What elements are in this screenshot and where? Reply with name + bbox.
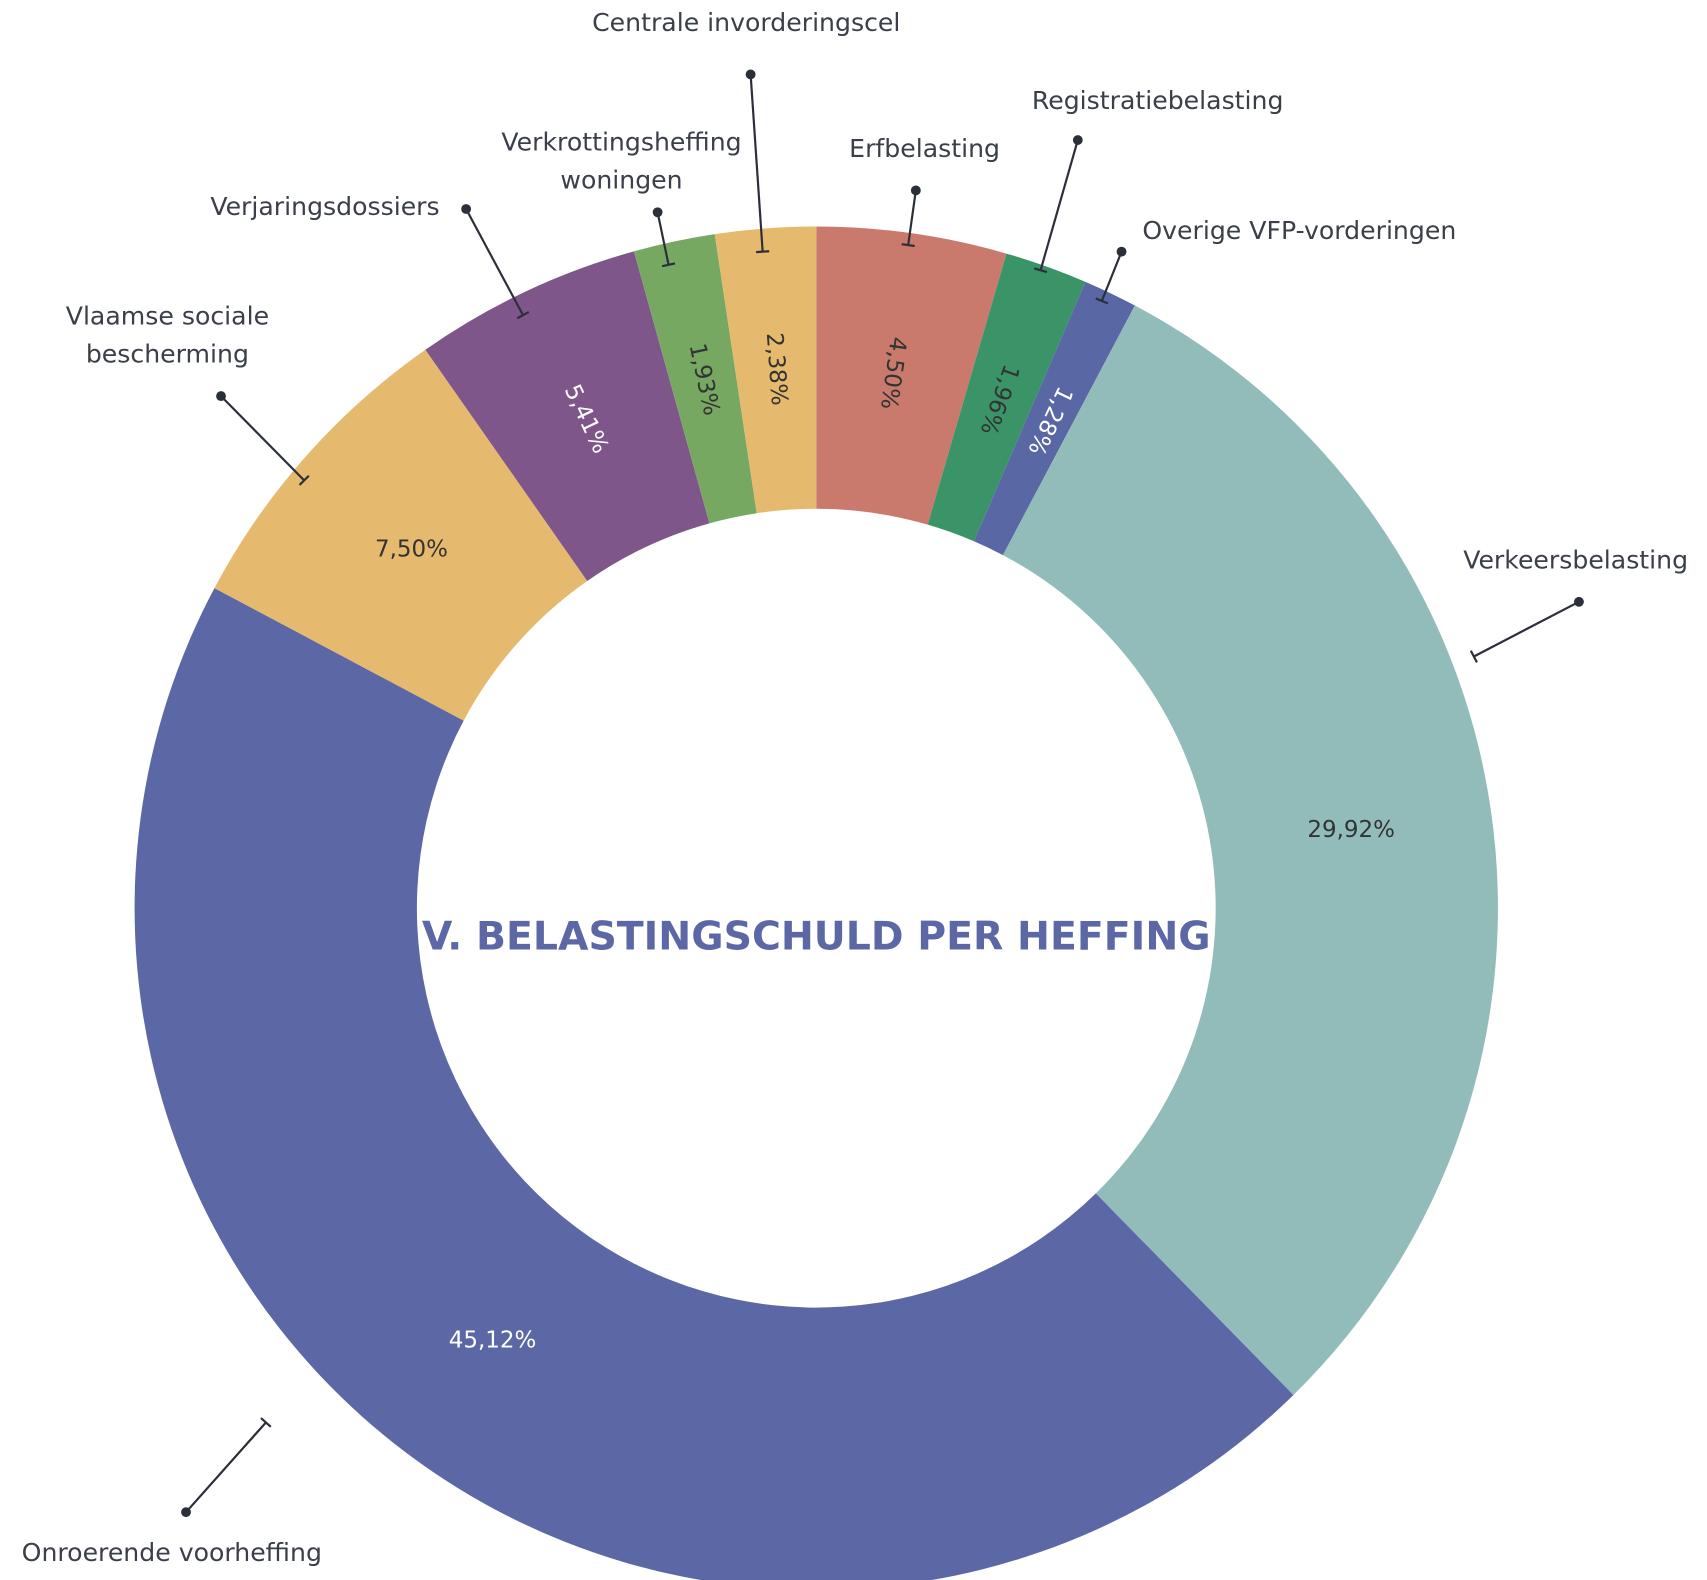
leader-tick (298, 474, 310, 486)
leader-tick (1095, 297, 1109, 305)
leader-tick (661, 262, 676, 268)
donut-slice (1002, 305, 1498, 1396)
donut-slice (973, 281, 1135, 556)
donut-slice (425, 251, 710, 581)
leader-tick (1033, 267, 1048, 274)
leader-tick (260, 1417, 272, 1428)
leader-dot (652, 207, 663, 218)
leader-line (1039, 139, 1079, 271)
donut-slice (714, 226, 817, 514)
leader-line (220, 395, 305, 482)
chart-area: 4,50%Erfbelasting1,96%Registratiebelasti… (22, 8, 1688, 1580)
donut-slice (633, 234, 757, 524)
value-label: 45,12% (449, 1328, 537, 1354)
category-label: Onroerende voorheffing (22, 1538, 322, 1567)
leader-line (1100, 251, 1123, 302)
category-label: Overige VFP-vorderingen (1142, 216, 1456, 245)
leader-dot (461, 204, 472, 214)
leader-dot (745, 69, 756, 80)
leader-line (465, 208, 524, 316)
leader-dot (1116, 246, 1127, 257)
leader-tick (756, 250, 770, 254)
category-label: Centrale invorderingscel (592, 8, 900, 37)
category-label: Vlaamse sociale bescherming (66, 301, 269, 368)
leader-dot (216, 391, 226, 402)
leader-line (1473, 600, 1580, 658)
leader-line (749, 74, 764, 252)
category-label: Verjaringsdossiers (210, 192, 439, 221)
donut-slice (134, 588, 1294, 1580)
leader-dot (910, 185, 921, 196)
category-label: Verkeersbelasting (1463, 545, 1688, 574)
leader-line (907, 190, 917, 246)
leader-dot (1072, 135, 1083, 145)
category-label: Registratiebelasting (1032, 86, 1284, 115)
leader-tick (901, 243, 915, 248)
donut-slice (816, 226, 1007, 525)
leader-tick (1469, 650, 1478, 663)
donut-slice (214, 349, 588, 721)
leader-tick (516, 311, 530, 320)
value-label: 2,38% (761, 332, 792, 407)
category-label: Erfbelasting (849, 134, 1000, 163)
donut-slice (927, 253, 1086, 542)
value-label: 29,92% (1307, 817, 1395, 843)
leader-line (185, 1421, 267, 1513)
category-label: Verkrottingsheffing woningen (501, 127, 741, 194)
leader-dot (1574, 596, 1584, 607)
leader-dot (181, 1507, 191, 1518)
chart-title: V. BELASTINGSCHULD PER HEFFING (422, 913, 1211, 959)
value-label: 7,50% (375, 536, 448, 562)
leader-line (656, 212, 670, 266)
